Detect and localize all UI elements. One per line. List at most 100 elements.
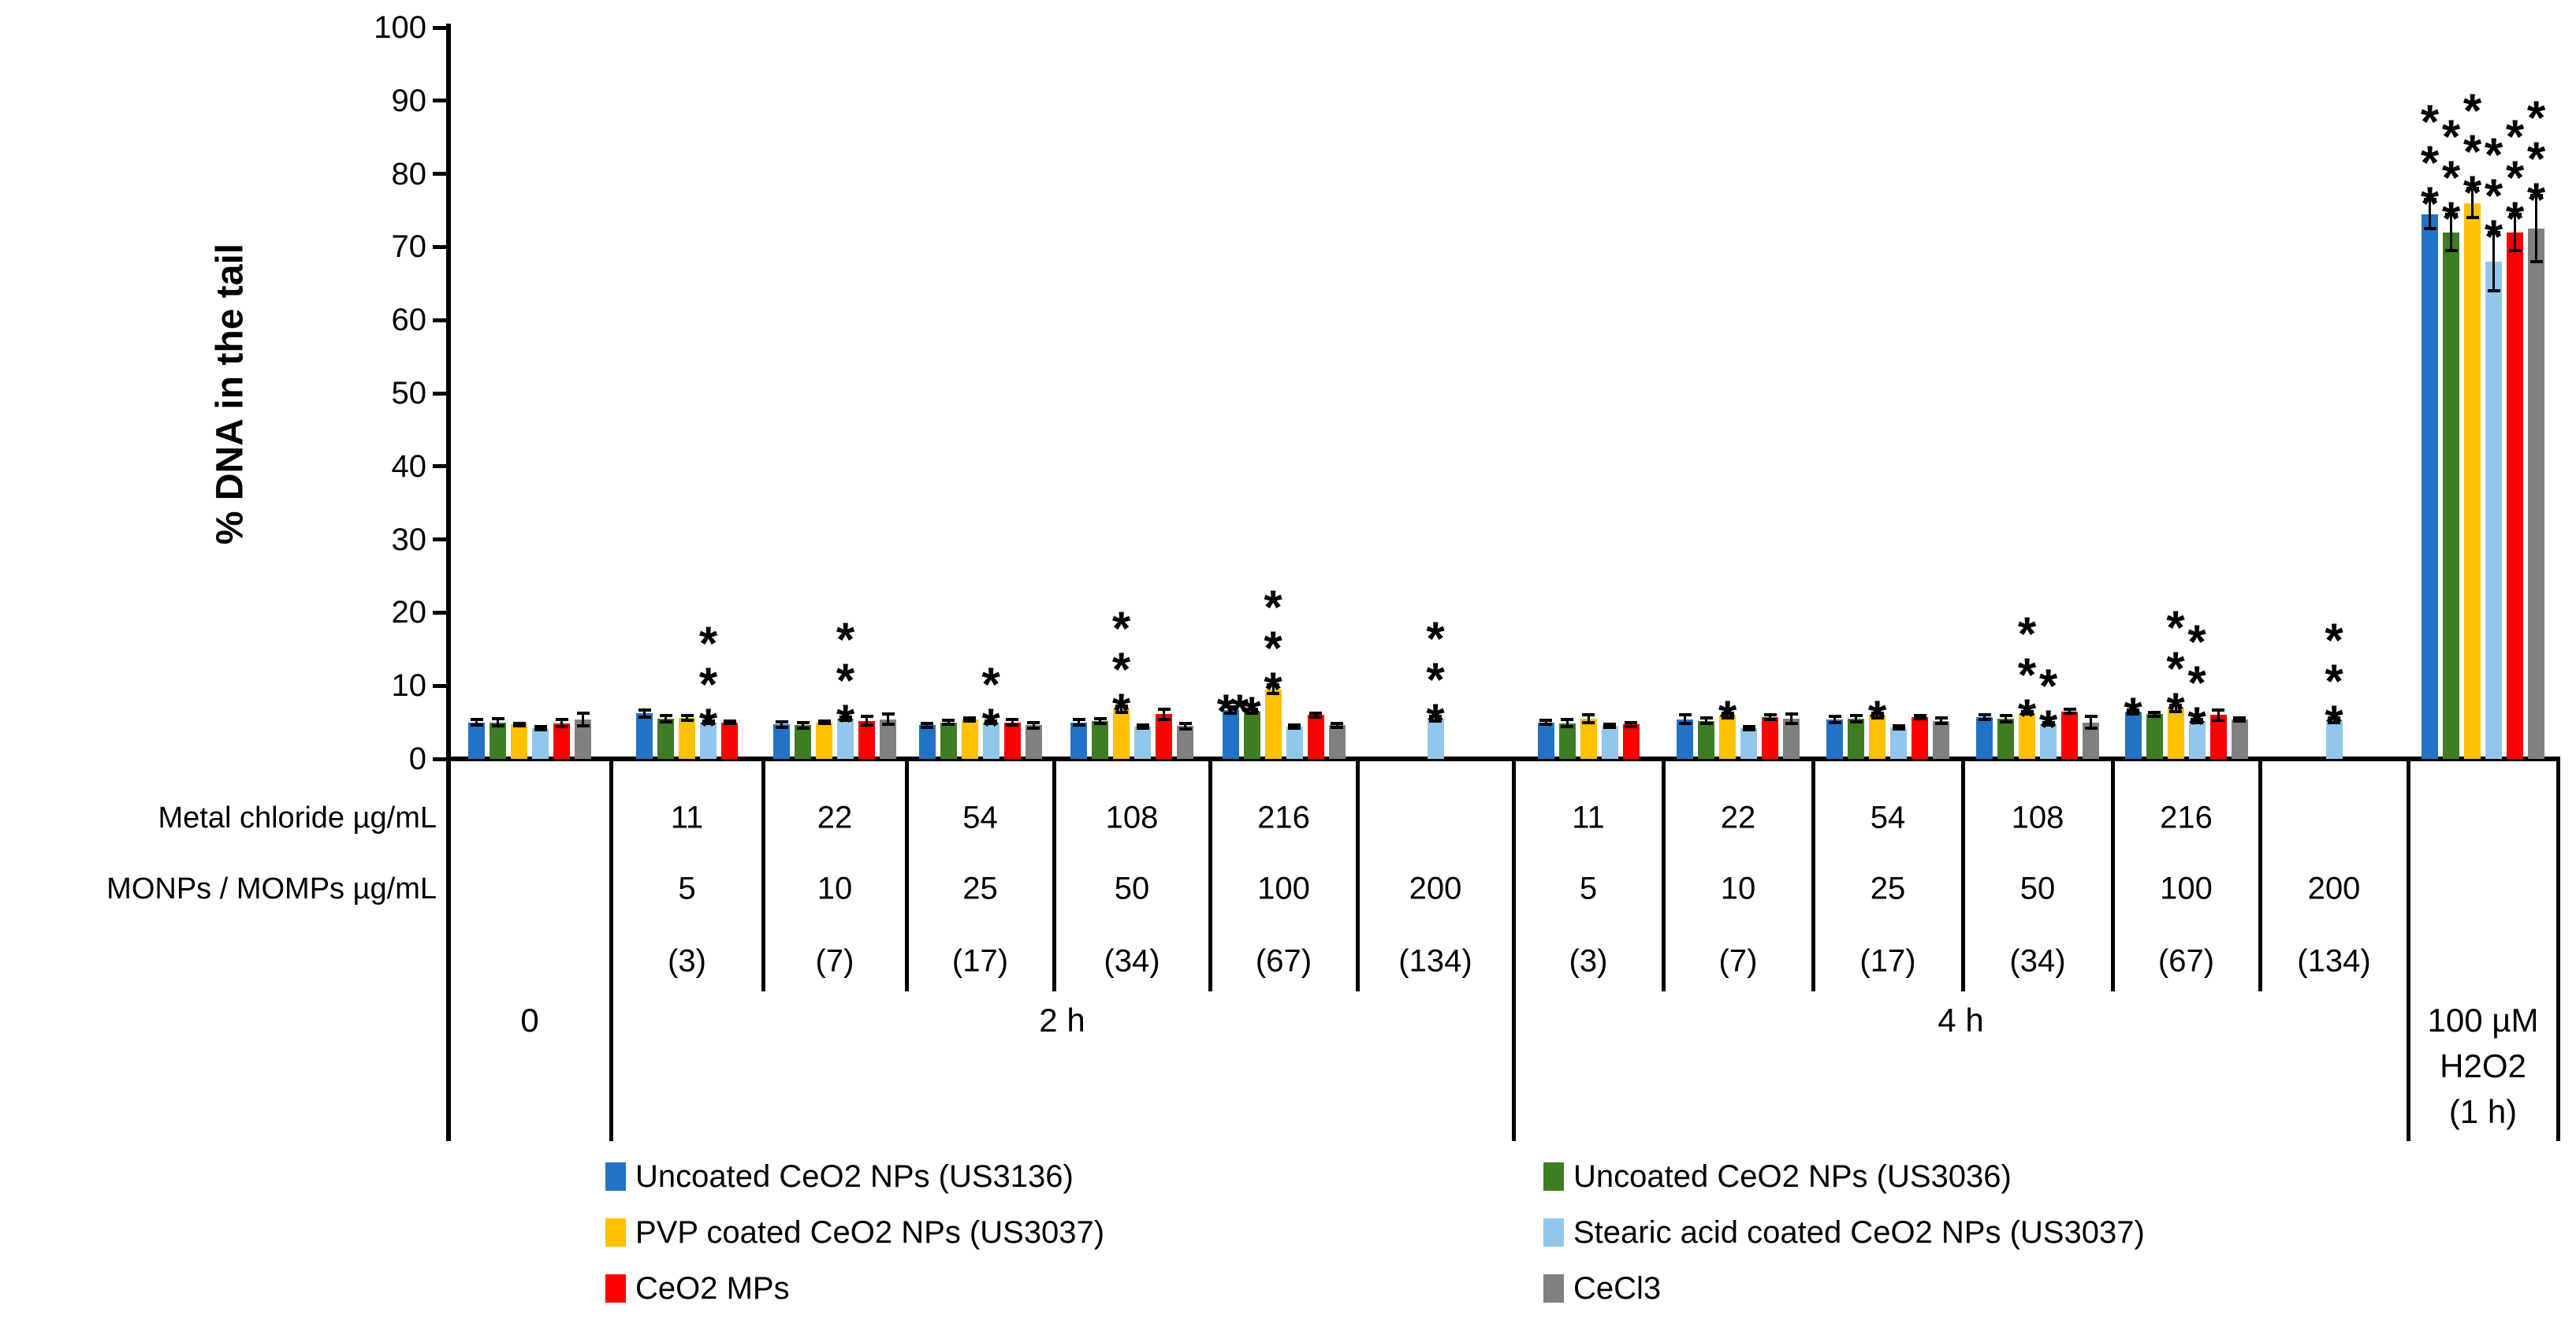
error-bar-cap <box>1785 721 1798 725</box>
legend-label-pvp-coated-ceo2-nps-us3037: PVP coated CeO2 NPs (US3037) <box>635 1215 1105 1250</box>
legend-swatch-uncoated-ceo2-nps-us3036 <box>1543 1162 1564 1191</box>
error-bar <box>1314 712 1317 718</box>
error-bar-cap <box>775 726 788 730</box>
error-bar-cap <box>2233 719 2246 723</box>
error-bar <box>865 716 868 726</box>
dose-column-divider <box>1960 757 1965 991</box>
y-tick <box>433 610 449 615</box>
error-bar-cap <box>1871 712 1884 716</box>
dose-metal-chloride: 54 <box>1870 800 1906 835</box>
error-bar-cap <box>860 715 873 719</box>
bar-ceo2-mps <box>1912 717 1928 759</box>
y-tick <box>433 99 449 103</box>
error-bar <box>1335 723 1338 728</box>
error-bar-cap <box>491 724 504 728</box>
dose-monp: 200 <box>2307 871 2361 906</box>
dose-monp: 200 <box>1409 871 1462 906</box>
error-bar-cap <box>534 725 547 729</box>
bar-uncoated-ceo2-nps-us3036 <box>1698 720 1714 759</box>
error-bar-cap <box>1072 717 1085 721</box>
error-bar-cap <box>1849 714 1863 718</box>
legend-swatch-ceo2-mps <box>605 1274 626 1303</box>
error-bar-cap <box>1539 718 1552 722</box>
error-bar-cap <box>2233 716 2246 720</box>
bar-uncoated-ceo2-nps-us3136 <box>918 725 936 759</box>
error-bar-cap <box>2487 230 2500 234</box>
error-bar-cap <box>2212 718 2224 722</box>
bar-stearic-acid-coated-ceo2-nps-us3037 <box>837 718 854 759</box>
bar-uncoated-ceo2-nps-us3036 <box>1092 720 1108 759</box>
error-bar-cap <box>1561 725 1573 729</box>
error-bar-cap <box>1006 717 1018 721</box>
error-bar-cap <box>1429 719 1442 723</box>
error-bar <box>2332 718 2336 723</box>
significance-marker: * <box>2124 687 2142 741</box>
error-bar-cap <box>702 719 715 723</box>
significance-marker: * * * <box>2526 91 2546 227</box>
dose-monp: 25 <box>1870 871 1906 906</box>
significance-marker: * <box>1867 691 1887 745</box>
significance-marker: ** <box>1216 685 1249 738</box>
error-bar <box>947 719 950 725</box>
y-tick <box>433 683 449 688</box>
error-bar-cap <box>2063 707 2076 711</box>
bar-uncoated-ceo2-nps-us3036 <box>940 722 957 759</box>
bar-uncoated-ceo2-nps-us3036 <box>795 725 811 759</box>
error-bar-cap <box>942 723 955 727</box>
bar-uncoated-ceo2-nps-us3136 <box>1826 719 1843 759</box>
time-block-divider <box>2406 757 2410 1141</box>
error-bar-cap <box>1763 717 1777 721</box>
significance-marker: * * * <box>2441 110 2461 245</box>
error-bar-cap <box>1678 722 1692 726</box>
x-axis-line <box>446 757 2560 761</box>
bar-cecl3 <box>2083 722 2099 759</box>
significance-marker: * * * <box>698 616 718 752</box>
error-bar <box>643 709 646 718</box>
error-bar-cap <box>1331 721 1343 725</box>
bar-uncoated-ceo2-nps-us3136 <box>1677 719 1693 759</box>
error-bar <box>475 719 478 726</box>
monp-row-label: MONPs / MOMPs µg/mL <box>106 872 437 905</box>
bar-uncoated-ceo2-nps-us3036 <box>2443 232 2459 759</box>
legend-swatch-uncoated-ceo2-nps-us3136 <box>605 1162 626 1191</box>
error-bar-cap <box>470 717 483 721</box>
error-bar <box>1271 685 1275 694</box>
error-bar-cap <box>1136 723 1149 727</box>
significance-marker: * * * <box>2325 614 2343 749</box>
significance-marker: * * * <box>1426 612 1445 748</box>
error-bar <box>2090 716 2092 729</box>
dose-column-divider <box>1208 757 1212 991</box>
bar-stearic-acid-coated-ceo2-nps-us3037 <box>1740 728 1757 759</box>
bar-stearic-acid-coated-ceo2-nps-us3037 <box>1601 726 1618 759</box>
bar-ceo2-mps <box>1762 717 1778 759</box>
bar-uncoated-ceo2-nps-us3036 <box>1243 711 1260 759</box>
dose-column-divider <box>1661 757 1666 991</box>
bar-stearic-acid-coated-ceo2-nps-us3037 <box>1427 718 1444 759</box>
dose-monp: 5 <box>1579 871 1598 906</box>
significance-marker: * * * <box>2484 128 2503 263</box>
dose-nominal: (134) <box>2297 943 2371 979</box>
bar-ceo2-mps <box>1156 714 1172 759</box>
time-label: 2 h <box>1039 1002 1085 1039</box>
dose-nominal: (7) <box>815 943 854 979</box>
bar-uncoated-ceo2-nps-us3136 <box>1537 722 1554 759</box>
dose-monp: 10 <box>1720 871 1756 906</box>
error-bar-cap <box>723 719 736 723</box>
error-bar <box>2535 195 2537 262</box>
bar-cecl3 <box>1328 725 1346 759</box>
bar-uncoated-ceo2-nps-us3036 <box>1997 718 2014 759</box>
bar-ceo2-mps <box>1622 724 1640 759</box>
significance-marker: * * * <box>2187 615 2206 750</box>
error-bar <box>1011 719 1014 726</box>
error-bar-cap <box>2042 723 2055 727</box>
error-bar <box>802 722 804 729</box>
error-bar-cap <box>985 721 997 725</box>
error-bar-cap <box>963 716 976 720</box>
error-bar-cap <box>1785 712 1798 716</box>
y-tick <box>433 391 449 396</box>
y-tick-label: 50 <box>391 376 427 411</box>
error-bar <box>925 723 929 728</box>
error-bar <box>1705 718 1707 724</box>
error-bar-cap <box>2328 716 2340 720</box>
significance-marker: * * * <box>2420 95 2440 231</box>
